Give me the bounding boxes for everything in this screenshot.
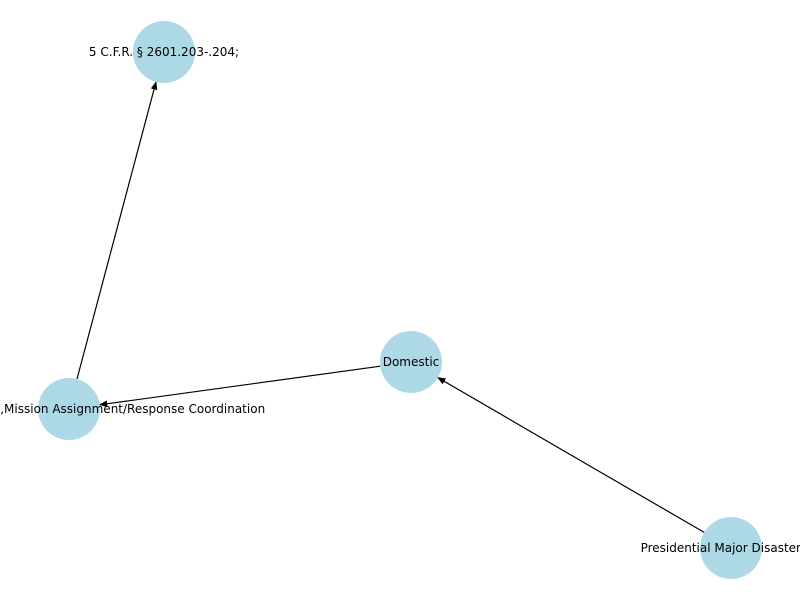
node-label-response: Response Leadership,Mission Assignment/R… bbox=[0, 402, 265, 416]
edge-presidential-to-domestic bbox=[437, 377, 705, 533]
nodes-layer bbox=[38, 21, 762, 579]
edges-layer bbox=[76, 81, 705, 533]
labels-layer: 5 C.F.R. § 2601.203-.204; Domestic Respons… bbox=[0, 45, 800, 555]
node-label-presidential: Presidential Major Disaster De bbox=[641, 541, 800, 555]
node-response bbox=[38, 378, 100, 440]
edge-response-to-cfr bbox=[76, 81, 158, 380]
edge-domestic-to-response bbox=[98, 365, 381, 408]
node-label-cfr: 5 C.F.R. § 2601.203-.204; bbox=[89, 45, 239, 59]
node-presidential bbox=[700, 517, 762, 579]
node-cfr bbox=[133, 21, 195, 83]
node-label-domestic: Domestic bbox=[383, 355, 440, 369]
node-domestic bbox=[380, 331, 442, 393]
